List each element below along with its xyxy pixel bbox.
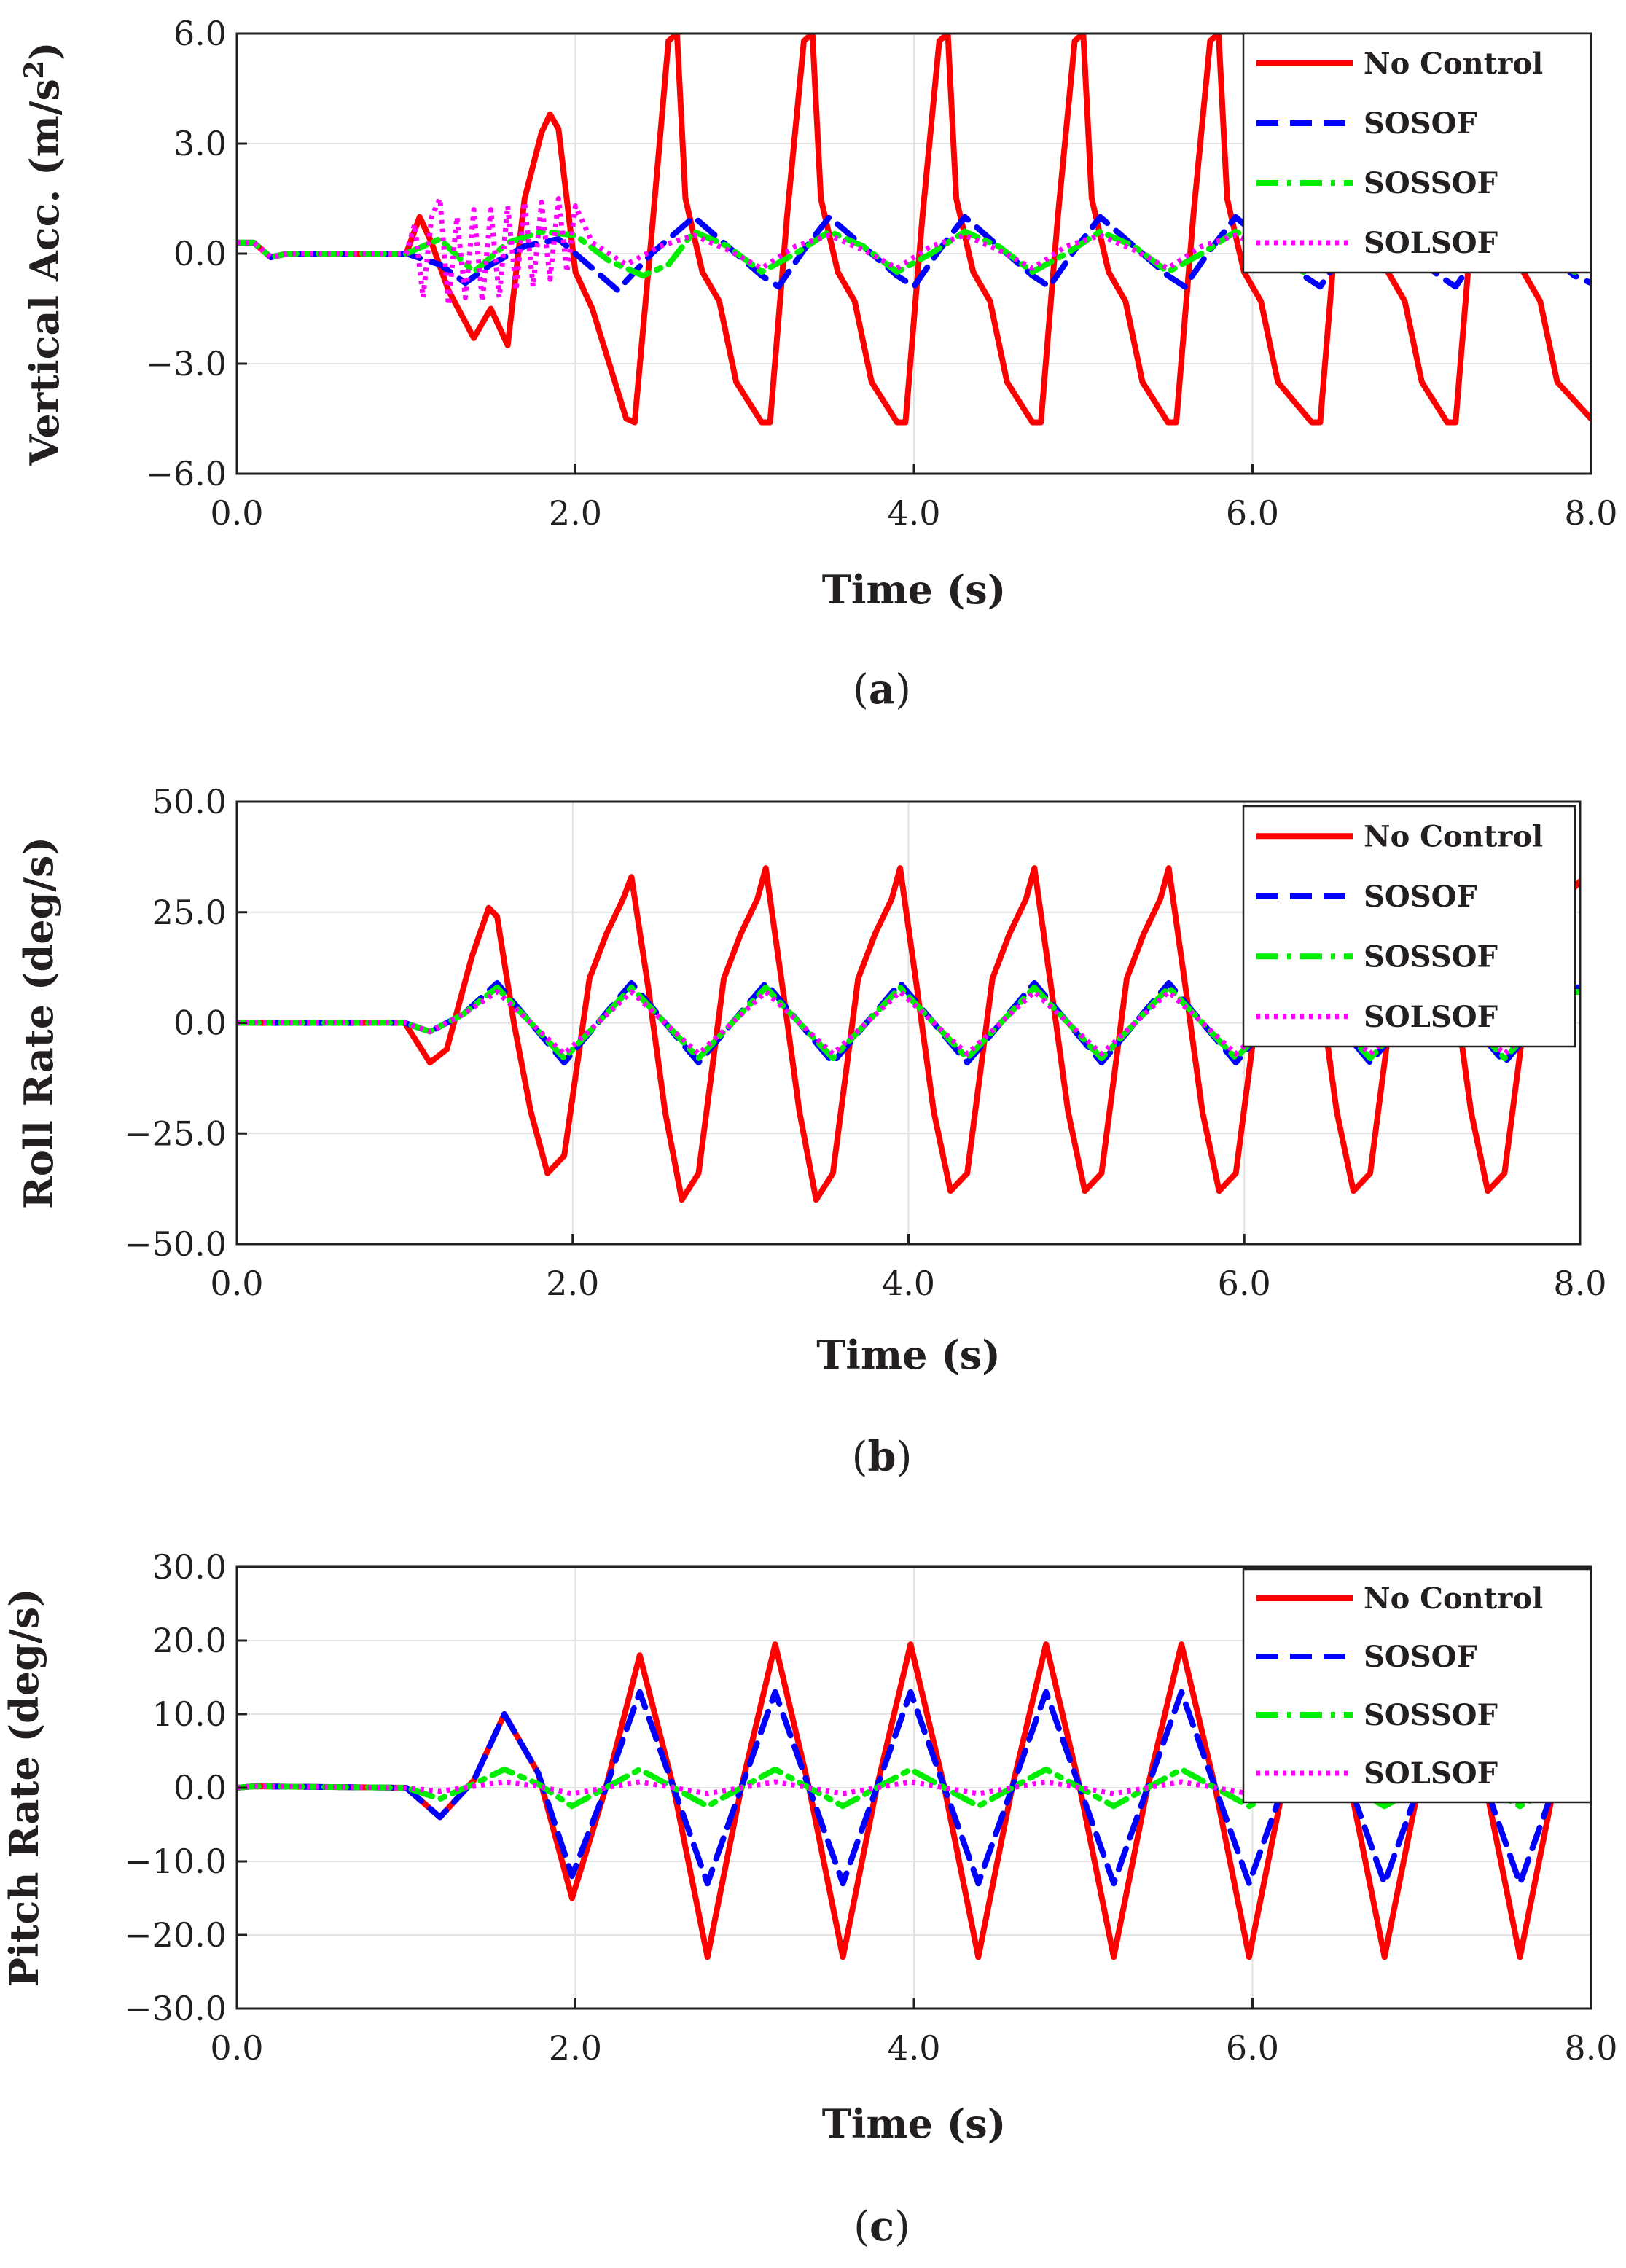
- x-tick-label: 8.0: [1564, 493, 1617, 533]
- legend-box: [1242, 805, 1576, 1048]
- x-tick-label: 2.0: [546, 1264, 599, 1303]
- y-tick-label: −3.0: [145, 344, 227, 383]
- y-tick-label: 0.0: [173, 234, 227, 273]
- y-tick-label: 10.0: [152, 1694, 227, 1734]
- legend-label-sossof: SOSSOF: [1364, 166, 1498, 200]
- legend-label-solsof: SOLSOF: [1364, 1000, 1498, 1034]
- y-tick-label: 20.0: [152, 1621, 227, 1660]
- x-tick-label: 2.0: [549, 493, 602, 533]
- y-tick-label: −50.0: [124, 1224, 227, 1264]
- legend-label-sosof: SOSOF: [1364, 106, 1477, 141]
- legend-box: [1242, 32, 1592, 274]
- panel-caption: (c): [853, 2202, 910, 2251]
- x-tick-label: 6.0: [1226, 2028, 1279, 2068]
- legend-label-no-control: No Control: [1364, 1581, 1543, 1616]
- y-tick-label: −25.0: [124, 1114, 227, 1153]
- panel-caption: (a): [853, 665, 911, 713]
- y-tick-label: 6.0: [173, 14, 227, 53]
- legend-label-solsof: SOLSOF: [1364, 1756, 1498, 1791]
- series-line-no-control: [237, 865, 1580, 1203]
- legend-label-sossof: SOSSOF: [1364, 939, 1498, 974]
- legend: No Control SOSOF SOSSOF SOLSOF: [1242, 805, 1576, 1048]
- x-tick-label: 6.0: [1226, 493, 1279, 533]
- chart-panel-a: 0.0 2.0 4.0 6.0 8.0 −6.0 −3.0 0.0 3.0 6.0 Time (s)…: [19, 14, 1618, 713]
- panel-caption: (b): [852, 1433, 912, 1481]
- x-tick-label: 4.0: [882, 1264, 935, 1303]
- legend: No Control SOSOF SOSSOF SOLSOF: [1242, 32, 1592, 274]
- chart-panel-b: 0.0 2.0 4.0 6.0 8.0 −50.0 −25.0 0.0 25.0 50.0 Time…: [15, 782, 1607, 1481]
- legend-label-sosof: SOSOF: [1364, 1640, 1477, 1674]
- legend-label-sossof: SOSSOF: [1364, 1698, 1498, 1732]
- y-tick-label: −20.0: [124, 1915, 227, 1955]
- x-tick-label: 4.0: [887, 2028, 940, 2068]
- y-tick-label: 50.0: [152, 782, 227, 821]
- y-axis-label: Vertical Acc. (m/s2): [19, 42, 68, 466]
- legend-label-no-control: No Control: [1364, 47, 1543, 81]
- legend-box: [1242, 1568, 1592, 1804]
- x-axis-label: Time (s): [822, 566, 1007, 613]
- y-tick-label: 3.0: [173, 124, 227, 163]
- x-axis-label: Time (s): [822, 2100, 1007, 2147]
- y-tick-label: −6.0: [145, 454, 227, 493]
- y-tick-label: 30.0: [152, 1547, 227, 1587]
- x-tick-label: 6.0: [1218, 1264, 1271, 1303]
- x-tick-label: 8.0: [1553, 1264, 1606, 1303]
- series-line-sosof: [237, 1689, 1591, 1887]
- legend-label-solsof: SOLSOF: [1364, 226, 1498, 260]
- y-tick-label: −10.0: [124, 1842, 227, 1881]
- x-tick-label: 0.0: [210, 2028, 263, 2068]
- x-tick-label: 2.0: [549, 2028, 602, 2068]
- x-tick-label: 8.0: [1564, 2028, 1617, 2068]
- y-tick-label: 25.0: [152, 893, 227, 932]
- y-tick-label: −30.0: [124, 1989, 227, 2028]
- x-tick-label: 0.0: [210, 1264, 263, 1303]
- x-axis-label: Time (s): [816, 1332, 1001, 1378]
- x-tick-label: 0.0: [210, 493, 263, 533]
- y-axis-label: Pitch Rate (deg/s): [1, 1588, 47, 1987]
- y-tick-label: 0.0: [173, 1004, 227, 1043]
- y-axis-label: Roll Rate (deg/s): [15, 837, 62, 1209]
- y-tick-label: 0.0: [173, 1768, 227, 1807]
- legend-label-sosof: SOSOF: [1364, 880, 1477, 914]
- chart-panel-c: 0.0 2.0 4.0 6.0 8.0 −30.0 −20.0 −10.0 0.0 10.0 20.…: [1, 1547, 1618, 2251]
- legend-label-no-control: No Control: [1364, 819, 1543, 853]
- x-tick-label: 4.0: [887, 493, 940, 533]
- legend: No Control SOSOF SOSSOF SOLSOF: [1242, 1568, 1592, 1804]
